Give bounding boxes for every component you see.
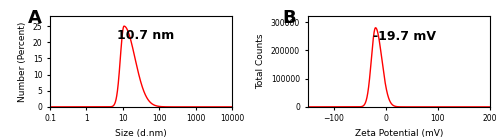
Text: B: B [282, 9, 296, 27]
X-axis label: Size (d.nm): Size (d.nm) [116, 129, 167, 137]
Y-axis label: Number (Percent): Number (Percent) [18, 22, 27, 102]
X-axis label: Zeta Potential (mV): Zeta Potential (mV) [354, 129, 443, 137]
Text: -19.7 mV: -19.7 mV [372, 30, 436, 43]
Y-axis label: Total Counts: Total Counts [256, 34, 265, 89]
Text: A: A [28, 9, 42, 27]
Text: 10.7 nm: 10.7 nm [118, 28, 174, 42]
